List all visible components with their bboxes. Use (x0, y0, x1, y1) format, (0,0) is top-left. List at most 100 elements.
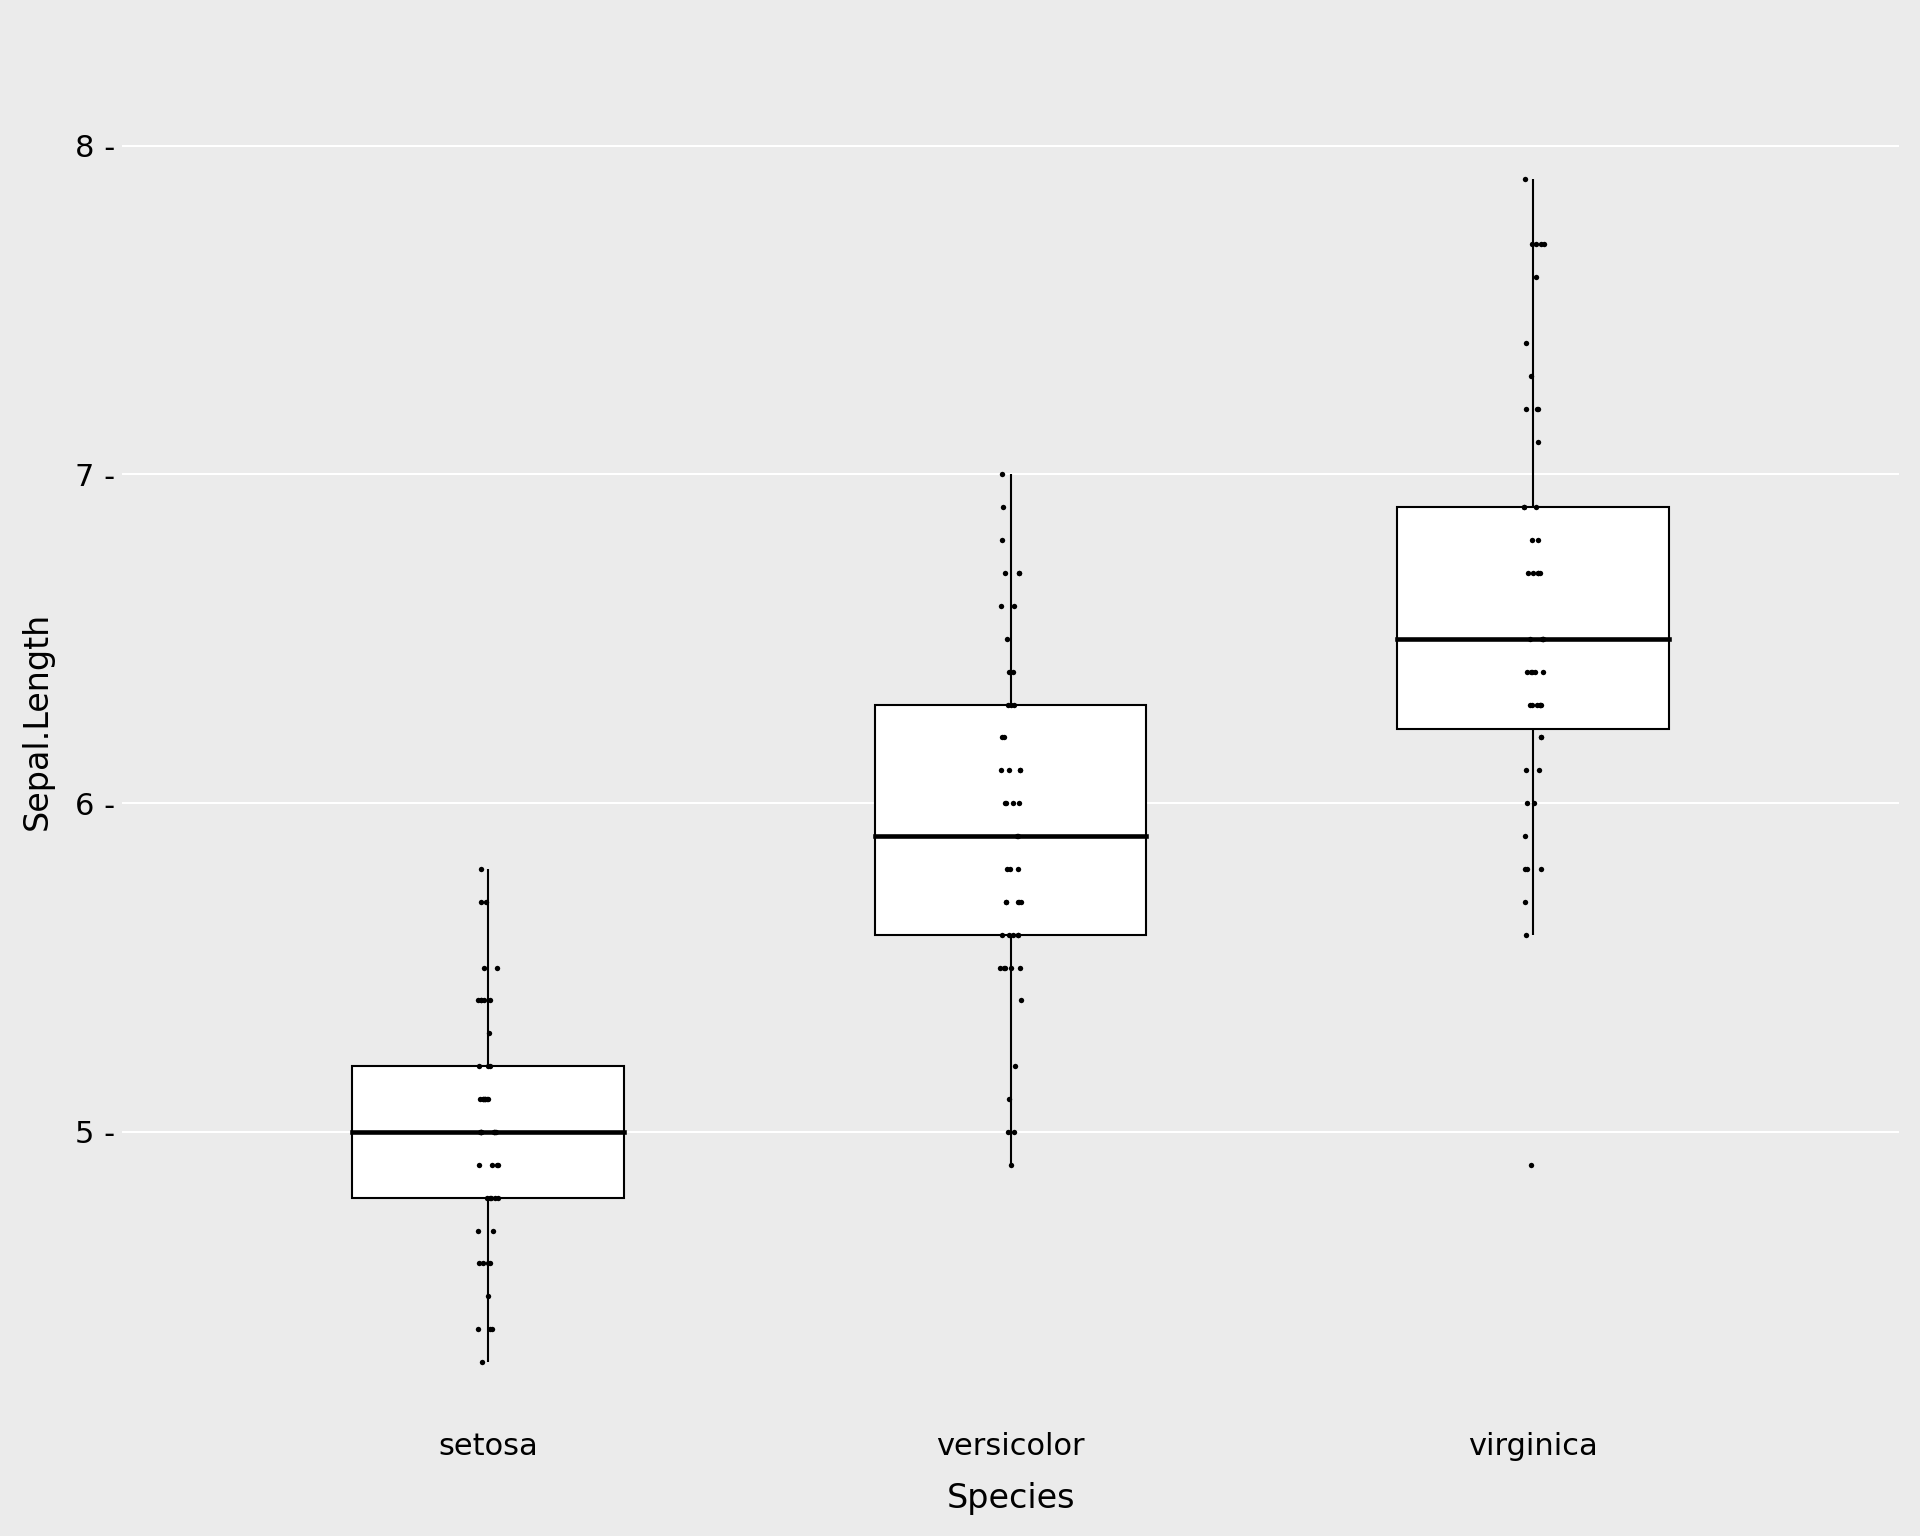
Point (474, 1252, 505, 1276)
Point (1511, 791, 1542, 816)
Point (1004, 561, 1035, 585)
Point (987, 495, 1018, 519)
Point (1006, 988, 1037, 1012)
Point (991, 627, 1021, 651)
Point (480, 1120, 511, 1144)
Point (998, 1120, 1029, 1144)
Point (985, 955, 1016, 980)
Point (1515, 1152, 1546, 1177)
Point (476, 1316, 507, 1341)
Point (1511, 857, 1542, 882)
Point (987, 528, 1018, 553)
Point (465, 1120, 495, 1144)
Point (474, 988, 505, 1012)
Point (1523, 693, 1553, 717)
Point (993, 1087, 1023, 1112)
Point (467, 1087, 497, 1112)
Point (472, 1087, 503, 1112)
Point (467, 1120, 497, 1144)
Point (991, 791, 1021, 816)
Y-axis label: Sepal.Length: Sepal.Length (21, 611, 54, 829)
Point (1523, 561, 1553, 585)
Point (998, 693, 1029, 717)
Point (998, 923, 1029, 948)
Point (1002, 857, 1033, 882)
Point (1509, 889, 1540, 914)
Point (467, 1350, 497, 1375)
Point (482, 955, 513, 980)
Point (1509, 495, 1540, 519)
Point (463, 1054, 493, 1078)
Point (1519, 791, 1549, 816)
Point (1526, 627, 1557, 651)
Point (1523, 528, 1553, 553)
Point (1517, 693, 1548, 717)
Point (474, 1316, 505, 1341)
Point (467, 889, 497, 914)
Point (985, 759, 1016, 783)
Point (1517, 364, 1548, 389)
Point (1004, 759, 1035, 783)
Point (1509, 823, 1540, 848)
Point (465, 1120, 495, 1144)
Point (468, 988, 499, 1012)
Point (472, 1186, 503, 1210)
Point (482, 1120, 513, 1144)
Point (989, 725, 1020, 750)
Point (474, 1021, 505, 1046)
Point (991, 791, 1021, 816)
Point (465, 988, 495, 1012)
Point (1509, 166, 1540, 190)
Point (993, 693, 1023, 717)
Point (998, 594, 1029, 619)
Point (1523, 396, 1553, 421)
Point (1523, 561, 1553, 585)
Point (1517, 528, 1548, 553)
Point (467, 1120, 497, 1144)
Point (1511, 923, 1542, 948)
Point (1515, 659, 1546, 684)
Point (476, 1186, 507, 1210)
Bar (876, 705, 1146, 935)
Point (1002, 889, 1033, 914)
Point (482, 1152, 513, 1177)
Point (987, 462, 1018, 487)
Point (1515, 627, 1546, 651)
Point (474, 1186, 505, 1210)
Point (989, 955, 1020, 980)
Point (1523, 430, 1553, 455)
Point (465, 1152, 495, 1177)
X-axis label: Species: Species (947, 1482, 1075, 1514)
Point (1511, 759, 1542, 783)
Point (1004, 759, 1035, 783)
Bar (1398, 507, 1668, 730)
Point (482, 1186, 513, 1210)
Point (1509, 857, 1540, 882)
Point (993, 1120, 1023, 1144)
Point (996, 955, 1027, 980)
Point (1000, 1054, 1031, 1078)
Point (1002, 923, 1033, 948)
Point (1519, 659, 1549, 684)
Point (470, 889, 501, 914)
Point (989, 561, 1020, 585)
Point (1002, 823, 1033, 848)
Point (1515, 693, 1546, 717)
Point (1509, 495, 1540, 519)
Point (996, 659, 1027, 684)
Point (482, 1152, 513, 1177)
Point (1519, 561, 1549, 585)
Point (480, 1186, 511, 1210)
Point (1002, 923, 1033, 948)
Point (1528, 659, 1559, 684)
Point (470, 1087, 501, 1112)
Point (478, 1218, 509, 1243)
Point (1521, 396, 1551, 421)
Point (1004, 955, 1035, 980)
Point (478, 1120, 509, 1144)
Point (474, 1054, 505, 1078)
Point (989, 955, 1020, 980)
Point (1002, 823, 1033, 848)
Point (1526, 857, 1557, 882)
Point (993, 923, 1023, 948)
